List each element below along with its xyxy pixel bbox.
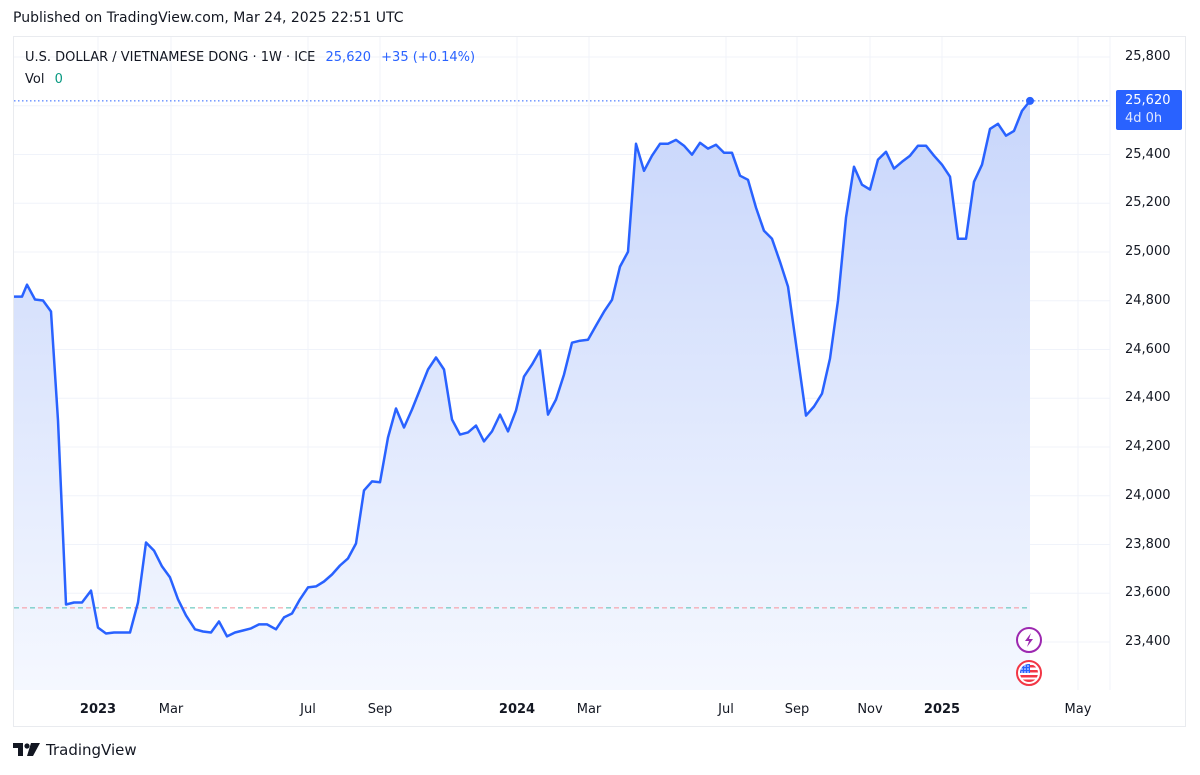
price-area-fill bbox=[14, 100, 1030, 690]
us-flag-icon[interactable] bbox=[1016, 660, 1042, 686]
price-axis-label: 24,600 bbox=[1125, 341, 1171, 357]
time-axis-label: 2024 bbox=[498, 702, 536, 717]
price-axis-label: 23,800 bbox=[1125, 536, 1171, 552]
price-axis-label: 23,600 bbox=[1125, 585, 1171, 601]
last-price-dot bbox=[1026, 96, 1034, 105]
time-axis-label: Mar bbox=[158, 702, 184, 717]
tradingview-logo-icon bbox=[13, 743, 40, 756]
time-axis-label: Mar bbox=[576, 702, 602, 717]
price-axis-label: 25,000 bbox=[1125, 244, 1171, 259]
chart-frame bbox=[13, 36, 1186, 727]
volume-value: 0 bbox=[54, 72, 63, 87]
tradingview-logo[interactable]: TradingView bbox=[13, 741, 137, 759]
time-axis-label: 2023 bbox=[79, 702, 117, 717]
last-price-tag-value: 25,620 bbox=[1125, 92, 1171, 108]
published-caption: Published on TradingView.com, Mar 24, 20… bbox=[13, 10, 404, 26]
time-axis-label: May bbox=[1064, 702, 1092, 717]
lightning-icon[interactable] bbox=[1016, 627, 1042, 653]
price-axis-label: 25,800 bbox=[1125, 49, 1171, 64]
price-axis-label: 25,400 bbox=[1125, 146, 1171, 162]
time-axis-label: Jul bbox=[300, 702, 316, 717]
price-axis-label: 23,400 bbox=[1125, 634, 1171, 649]
price-line bbox=[14, 100, 1031, 638]
price-axis-label: 24,800 bbox=[1125, 292, 1171, 308]
time-axis-label: 2025 bbox=[923, 702, 961, 717]
volume-label[interactable]: Vol bbox=[25, 72, 45, 87]
price-axis-label: 24,400 bbox=[1125, 390, 1171, 406]
symbol-title[interactable]: U.S. DOLLAR / VIETNAMESE DONG · 1W · ICE bbox=[25, 50, 316, 65]
logo-text: TradingView bbox=[46, 741, 137, 759]
price-axis-label: 24,000 bbox=[1125, 487, 1171, 503]
legend-change: +35 (+0.14%) bbox=[381, 50, 476, 65]
time-axis-label: Nov bbox=[857, 702, 883, 717]
price-axis-label: 24,200 bbox=[1125, 439, 1171, 454]
time-axis-label: Sep bbox=[367, 702, 393, 717]
bar-countdown: 4d 0h bbox=[1125, 110, 1163, 126]
legend-price: 25,620 bbox=[325, 50, 372, 65]
time-axis-label: Jul bbox=[718, 702, 734, 717]
price-axis-label: 25,200 bbox=[1125, 195, 1171, 211]
time-axis-label: Sep bbox=[784, 702, 810, 717]
symbol-legend: U.S. DOLLAR / VIETNAMESE DONG · 1W · ICE… bbox=[25, 47, 475, 91]
last-price-tag: 25,620 4d 0h bbox=[1116, 89, 1182, 130]
